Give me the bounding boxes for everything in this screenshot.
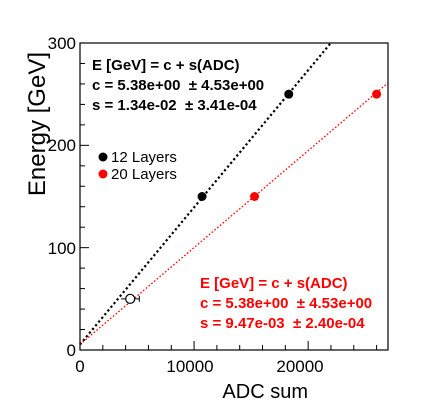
plot-frame [79, 42, 389, 351]
fit-s-20-layers: s = 9.47e-03 ± 2.40e-04 [200, 315, 365, 332]
fit-s-12-layers: s = 1.34e-02 ± 3.41e-04 [92, 97, 257, 114]
y-tick-label-0: 0 [67, 341, 76, 360]
plot-border [79, 42, 389, 351]
data-point-12-layers [284, 89, 294, 99]
fit-line-20-layers [79, 82, 389, 345]
fit-c-12-layers: c = 5.38e+00 ± 4.53e+00 [92, 77, 264, 94]
y-tick-label-3: 300 [48, 34, 76, 53]
legend-label-12-layers: 12 Layers [111, 149, 177, 166]
data-points [121, 89, 382, 304]
fit-c-20-layers: c = 5.38e+00 ± 4.53e+00 [200, 295, 372, 312]
legend-marker-20-layers [98, 169, 108, 179]
x-tick-label-0: 0 [75, 357, 84, 376]
axis-ticks [79, 42, 378, 351]
x-tick-label-2: 20000 [276, 357, 323, 376]
open-data-point-12-layers [125, 293, 136, 304]
y-axis-title: Energy [GeV] [24, 52, 51, 196]
x-axis-title: ADC sum [222, 381, 308, 403]
legend-label-20-layers: 20 Layers [111, 166, 177, 183]
data-point-12-layers [197, 192, 207, 201]
y-tick-label-1: 100 [48, 239, 76, 258]
y-tick-label-2: 200 [48, 136, 76, 155]
x-tick-label-1: 10000 [166, 357, 213, 376]
data-point-20-layers [250, 192, 260, 201]
legend-marker-12-layers [98, 152, 108, 162]
fit-formula-20-layers: E [GeV] = c + s(ADC) [200, 275, 348, 292]
data-point-20-layers [372, 89, 382, 99]
fit-formula-12-layers: E [GeV] = c + s(ADC) [92, 57, 240, 74]
